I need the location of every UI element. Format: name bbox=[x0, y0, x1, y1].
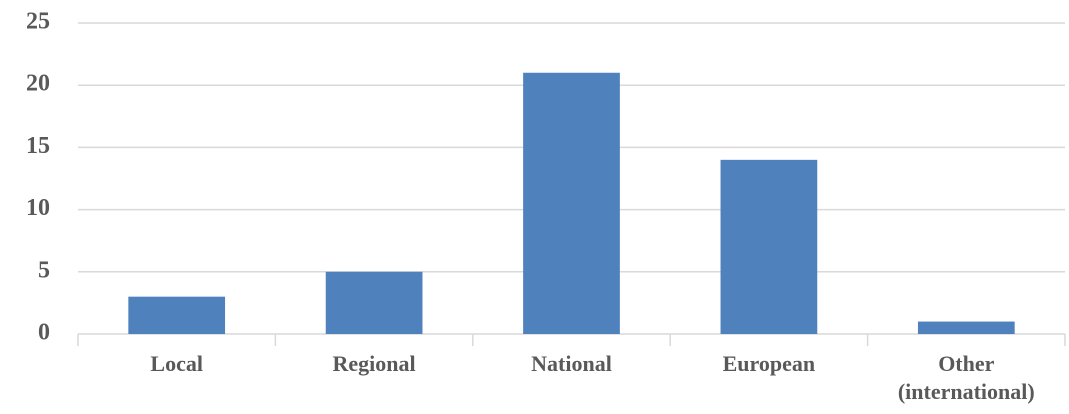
bar bbox=[917, 321, 1015, 334]
x-tick-label: Regional bbox=[332, 351, 416, 376]
x-tick-label: European bbox=[722, 351, 816, 376]
y-tick-label: 20 bbox=[26, 71, 50, 97]
x-tick-label: Other (international) bbox=[897, 351, 1035, 404]
x-tick-label: Local bbox=[150, 351, 203, 376]
bar bbox=[720, 159, 818, 334]
bar bbox=[325, 271, 423, 334]
y-tick-label: 25 bbox=[26, 9, 50, 35]
y-tick-label: 15 bbox=[26, 133, 50, 159]
bar bbox=[523, 72, 620, 334]
y-tick-label: 10 bbox=[26, 195, 50, 221]
y-tick-label: 5 bbox=[38, 257, 50, 283]
bar bbox=[128, 296, 226, 334]
x-tick-label: National bbox=[531, 351, 612, 376]
y-tick-label: 0 bbox=[38, 320, 50, 346]
